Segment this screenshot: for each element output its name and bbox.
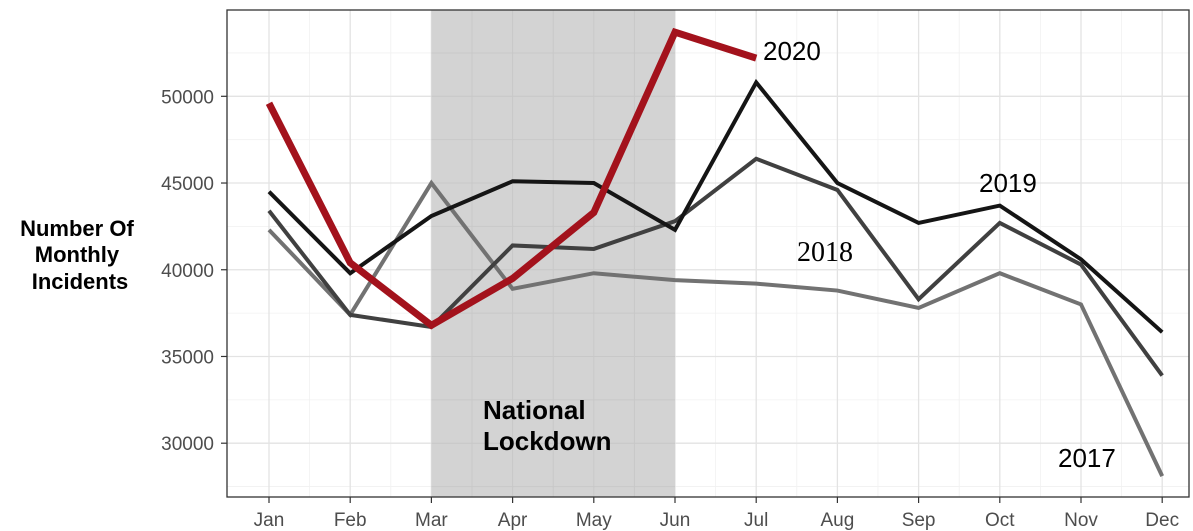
series-line-2019 [267, 78, 1164, 334]
y-tick-label: 50000 [161, 87, 214, 108]
y-axis-ticks: 30000 35000 40000 45000 50000 [161, 87, 227, 455]
y-axis-title-line-3: Incidents [32, 269, 129, 294]
x-tick-label: May [576, 510, 612, 531]
series-label-2018: 2018 [797, 237, 853, 268]
x-tick-label: Jul [744, 510, 768, 531]
lockdown-label-line-2: Lockdown [483, 426, 612, 456]
x-tick-label: Oct [985, 510, 1015, 531]
x-tick-label: Sep [902, 510, 936, 531]
x-tick-label: Apr [498, 510, 528, 531]
panel-border [226, 9, 1190, 498]
x-tick-label: Nov [1064, 510, 1098, 531]
y-tick-label: 30000 [161, 434, 214, 455]
series-line-2018 [267, 156, 1164, 377]
x-tick-label: Mar [415, 510, 448, 531]
y-axis-title-line-1: Number Of [20, 216, 134, 241]
y-tick-label: 40000 [161, 261, 214, 282]
series-label-2017: 2017 [1058, 443, 1116, 473]
x-tick-label: Feb [334, 510, 367, 531]
series-line-2020 [265, 27, 758, 330]
x-tick-label: Dec [1145, 510, 1179, 531]
y-axis-title: Number Of Monthly Incidents [20, 216, 140, 294]
series-label-2020: 2020 [763, 36, 821, 66]
series-lines [265, 27, 1165, 478]
y-tick-label: 45000 [161, 174, 214, 195]
x-tick-label: Aug [820, 510, 854, 531]
lockdown-grid-lines [431, 10, 675, 497]
x-axis-ticks: Jan Feb Mar Apr May Jun Jul Aug Sep Oct Nov Dec [254, 497, 1179, 531]
lockdown-label-line-1: National [483, 395, 586, 425]
y-tick-label: 35000 [161, 347, 214, 368]
x-tick-label: Jun [660, 510, 691, 531]
series-label-2019: 2019 [979, 168, 1037, 198]
lockdown-label: National Lockdown [483, 395, 612, 456]
y-axis-title-line-2: Monthly [35, 242, 120, 267]
panel-background [227, 10, 1189, 497]
x-tick-label: Jan [254, 510, 285, 531]
series-line-2017 [267, 179, 1165, 478]
